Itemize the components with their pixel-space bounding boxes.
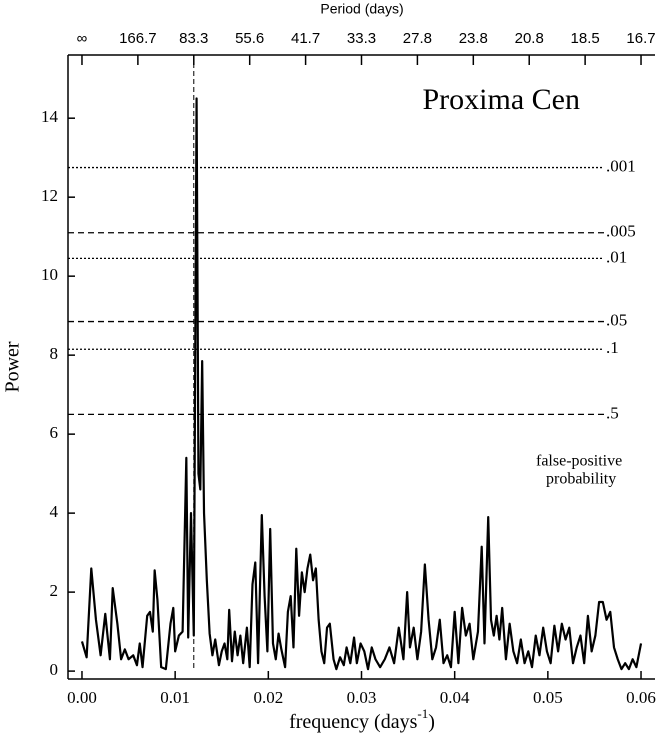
x-axis-label-text: frequency (days [289, 711, 417, 733]
y-axis-label: Power [2, 341, 24, 392]
y-tick-label: 2 [50, 581, 59, 600]
y-tick-label: 4 [50, 502, 59, 521]
x-tick-label: 0.05 [533, 688, 563, 707]
threshold-label: .5 [606, 403, 619, 422]
y-tick-label: 0 [50, 660, 59, 679]
x-tick-label: 0.06 [626, 688, 656, 707]
y-tick-label: 12 [41, 186, 58, 205]
threshold-label: .001 [606, 156, 636, 175]
x-axis-label-close: ) [428, 711, 435, 733]
top-tick-label: 27.8 [403, 30, 432, 47]
line [80, 97, 643, 671]
top-tick-label: 166.7 [119, 30, 157, 47]
top-tick-label: 55.6 [235, 30, 264, 47]
annotation: probability [546, 471, 616, 488]
top-tick-label: 23.8 [459, 30, 488, 47]
x-axis-label-sup: -1 [417, 706, 428, 721]
top-tick-label: 20.8 [515, 30, 544, 47]
y-tick-label: 14 [41, 107, 59, 126]
x-tick-label: 0.04 [440, 688, 470, 707]
x-axis-label: frequency (days-1) [289, 706, 435, 733]
y-tick-label: 10 [41, 265, 58, 284]
threshold-label: .01 [606, 247, 627, 266]
y-tick-label: 8 [50, 344, 59, 363]
y-tick-label: 6 [50, 423, 59, 442]
threshold-label: .005 [606, 222, 636, 241]
annotation: false-positive [536, 453, 622, 470]
x-tick-label: 0.02 [253, 688, 283, 707]
top-tick-label: 18.5 [571, 30, 600, 47]
top-tick-label: 41.7 [291, 30, 320, 47]
top-tick-label: 83.3 [179, 30, 208, 47]
threshold-label: .1 [606, 338, 619, 357]
top-axis-label: Period (days) [320, 1, 403, 17]
top-tick-label: ∞ [77, 30, 88, 47]
x-tick-label: 0.00 [67, 688, 97, 707]
top-tick-label: 33.3 [347, 30, 376, 47]
chart-title: Proxima Cen [423, 83, 581, 116]
x-tick-label: 0.03 [347, 688, 377, 707]
threshold-label: .05 [606, 310, 627, 329]
top-tick-label: 16.7 [626, 30, 655, 47]
x-tick-label: 0.01 [160, 688, 190, 707]
